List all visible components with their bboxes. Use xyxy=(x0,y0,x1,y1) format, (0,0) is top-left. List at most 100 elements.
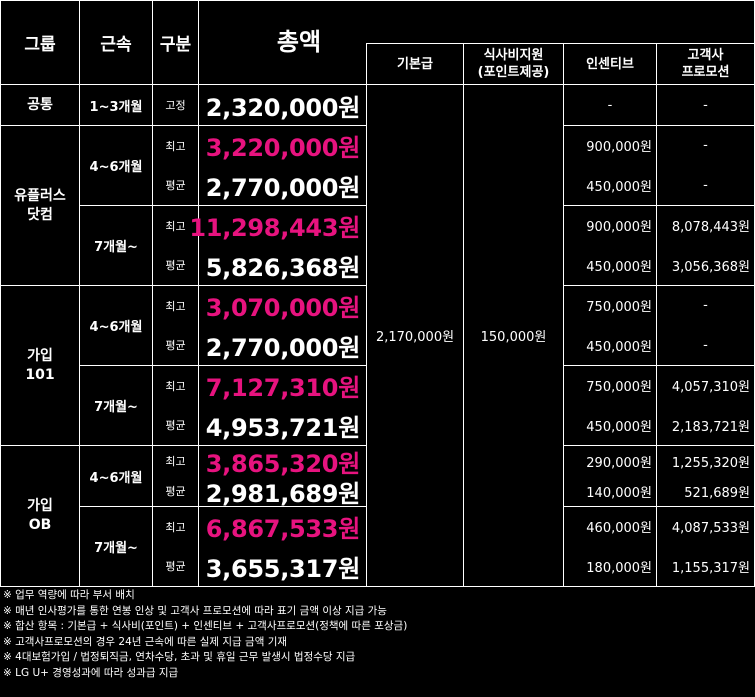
incentive-max: 290,000원 xyxy=(586,455,652,471)
group-name-line1: 가입 xyxy=(27,347,53,364)
grid-line xyxy=(563,365,755,366)
footnote: ※ 업무 역량에 따라 부서 배치 xyxy=(3,589,135,601)
incentive-common: - xyxy=(607,97,613,113)
label-max: 최고 xyxy=(165,455,186,468)
client-max: 8,078,443원 xyxy=(671,220,750,235)
incentive-avg: 180,000원 xyxy=(586,560,652,576)
tenure: 4~6개월 xyxy=(89,470,143,486)
grid-line xyxy=(152,0,153,586)
incentive-max: 750,000원 xyxy=(586,300,652,315)
group-name: 가입 101 xyxy=(0,286,80,445)
total-avg: 2,770,000원 xyxy=(205,333,361,362)
grid-line xyxy=(656,43,657,586)
grid-line xyxy=(563,43,564,586)
incentive-max: 900,000원 xyxy=(586,220,652,235)
label-fixed: 고정 xyxy=(165,99,186,112)
grid-line xyxy=(563,506,755,507)
grid-line xyxy=(0,125,366,126)
label-max: 최고 xyxy=(165,219,186,233)
label-max: 최고 xyxy=(165,299,186,313)
grid-line xyxy=(0,0,755,1)
incentive-avg: 140,000원 xyxy=(586,485,652,501)
label-max: 최고 xyxy=(165,520,186,534)
client-max: - xyxy=(703,138,708,153)
group-common: 공통 xyxy=(27,96,53,113)
label-avg: 평균 xyxy=(165,179,186,192)
tenure-common: 1~3개월 xyxy=(89,99,143,115)
footnote: ※ LG U+ 경영성과에 따라 성과급 지급 xyxy=(3,666,179,679)
tenure: 7개월~ xyxy=(94,240,138,255)
total-avg: 2,981,689원 xyxy=(205,479,361,508)
grid-line xyxy=(80,506,366,507)
incentive-avg: 450,000원 xyxy=(586,339,652,355)
group-name-line2: 101 xyxy=(25,366,55,383)
group-name: 가입 OB xyxy=(0,446,80,586)
footnote: ※ 고객사프로모션의 경우 24년 근속에 따른 실제 지급 금액 기재 xyxy=(3,635,288,648)
header-base-pay: 기본급 xyxy=(397,56,433,72)
header-total: 총액 xyxy=(276,28,322,56)
header-client-line2: 프로모션 xyxy=(681,65,730,80)
incentive-max: 460,000원 xyxy=(586,521,652,536)
grid-line xyxy=(366,43,755,44)
total-max: 6,867,533원 xyxy=(205,515,361,543)
grid-line xyxy=(0,285,366,286)
footnote: ※ 4대보험가입 / 법정퇴직금, 연차수당, 초과 및 휴일 근무 발생시 법… xyxy=(3,651,356,663)
label-avg: 평균 xyxy=(165,259,186,272)
meal-shared: 150,000원 xyxy=(480,330,547,345)
grid-line xyxy=(198,0,199,586)
grid-line xyxy=(463,43,464,586)
label-avg: 평균 xyxy=(165,339,186,352)
client-max: 4,087,533원 xyxy=(671,521,750,536)
grid-line xyxy=(0,84,755,85)
tenure: 7개월~ xyxy=(94,541,138,556)
client-max: 4,057,310원 xyxy=(671,380,750,395)
grid-line xyxy=(0,0,1,586)
header-client: 고객사 프로모션 xyxy=(657,44,754,84)
total-avg: 3,655,317원 xyxy=(205,554,361,583)
header-incentive: 인센티브 xyxy=(586,56,634,72)
client-common: - xyxy=(703,97,708,113)
group-name-line2: 닷컴 xyxy=(27,206,53,223)
footnote: ※ 매년 인사평가를 통한 연봉 인상 및 고객사 프로모션에 따라 표기 금액… xyxy=(3,604,387,617)
grid-line xyxy=(563,125,755,126)
total-avg: 5,826,368원 xyxy=(205,253,361,282)
client-avg: 521,689원 xyxy=(684,485,750,501)
header-meal: 식사비지원 (포인트제공) xyxy=(464,44,563,84)
footnotes: ※ 업무 역량에 따라 부서 배치 ※ 매년 인사평가를 통한 연봉 인상 및 … xyxy=(3,588,753,681)
group-name-line2: OB xyxy=(28,517,52,533)
header-type: 구분 xyxy=(159,34,192,55)
label-max: 최고 xyxy=(165,139,186,153)
total-max: 7,127,310원 xyxy=(205,374,361,402)
total-avg: 2,770,000원 xyxy=(205,173,361,202)
grid-line xyxy=(79,0,80,586)
total-max: 11,298,443원 xyxy=(189,214,360,242)
footnote: ※ 합산 항목 : 기본급 + 식사비(포인트) + 인센티브 + 고객사프로모… xyxy=(3,620,408,632)
tenure: 4~6개월 xyxy=(89,160,143,175)
total-common: 2,320,000원 xyxy=(205,93,361,122)
total-max: 3,220,000원 xyxy=(205,134,361,162)
incentive-max: 900,000원 xyxy=(586,140,652,155)
tenure: 7개월~ xyxy=(94,400,138,415)
incentive-avg: 450,000원 xyxy=(586,419,652,435)
header-meal-line2: (포인트제공) xyxy=(477,65,550,80)
client-max: - xyxy=(703,298,708,313)
grid-line xyxy=(80,205,366,206)
grid-line xyxy=(563,445,755,446)
header-group: 그룹 xyxy=(24,34,56,55)
incentive-avg: 450,000원 xyxy=(586,179,652,195)
label-avg: 평균 xyxy=(165,485,186,498)
grid-line xyxy=(80,365,366,366)
grid-line xyxy=(0,586,755,587)
grid-line xyxy=(563,285,755,286)
total-avg: 4,953,721원 xyxy=(205,413,361,442)
grid-line xyxy=(563,205,755,206)
label-avg: 평균 xyxy=(165,560,186,573)
group-name-line1: 가입 xyxy=(27,498,53,514)
base-pay-shared: 2,170,000원 xyxy=(375,330,455,345)
client-avg: 2,183,721원 xyxy=(671,419,750,435)
incentive-max: 750,000원 xyxy=(586,380,652,395)
label-avg: 평균 xyxy=(165,419,186,432)
total-max: 3,070,000원 xyxy=(205,294,361,322)
group-name-line1: 유플러스 xyxy=(14,187,66,204)
